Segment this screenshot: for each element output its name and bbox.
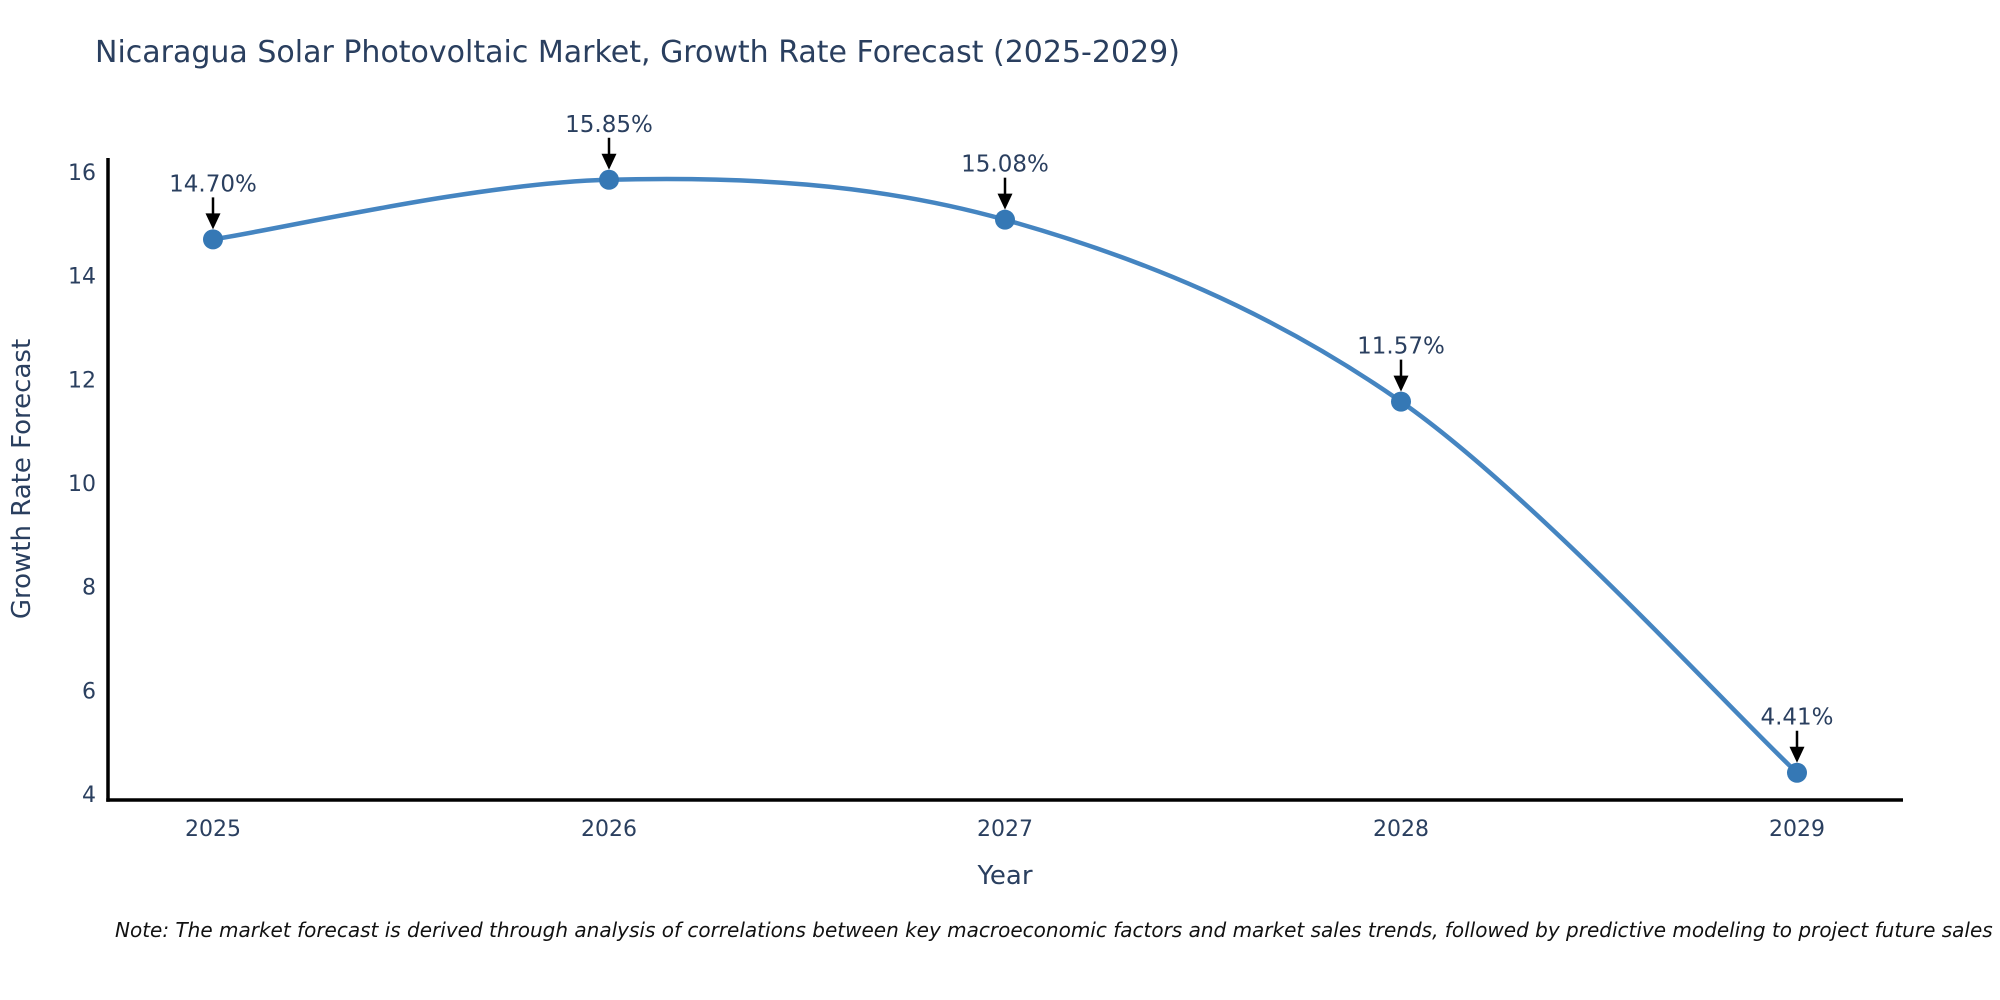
annotation-arrowhead xyxy=(601,153,617,170)
chart-title: Nicaragua Solar Photovoltaic Market, Gro… xyxy=(95,35,1180,70)
x-tick-label: 2028 xyxy=(1373,817,1429,842)
y-tick-label: 14 xyxy=(68,265,96,290)
annotation-arrowhead xyxy=(1393,375,1409,392)
y-tick-label: 4 xyxy=(82,783,96,808)
data-point-label: 14.70% xyxy=(169,171,257,197)
data-point[interactable] xyxy=(995,209,1015,230)
chart-footnote: Note: The market forecast is derived thr… xyxy=(115,918,1993,942)
x-axis-title: Year xyxy=(976,861,1032,891)
y-tick-label: 12 xyxy=(68,368,96,393)
x-tick-label: 2029 xyxy=(1769,817,1825,842)
annotation-arrowhead xyxy=(997,193,1013,210)
y-tick-label: 10 xyxy=(68,472,96,497)
data-point[interactable] xyxy=(1391,391,1411,412)
series-line xyxy=(212,176,1799,775)
data-point[interactable] xyxy=(1787,762,1807,783)
data-point[interactable] xyxy=(203,229,223,250)
annotation-arrowhead xyxy=(1789,746,1805,763)
data-point-label: 15.85% xyxy=(565,112,653,138)
data-point-label: 15.08% xyxy=(961,152,1049,178)
x-tick-label: 2026 xyxy=(581,817,637,842)
y-tick-label: 16 xyxy=(68,161,96,186)
x-tick-label: 2025 xyxy=(185,817,241,842)
x-tick-label: 2027 xyxy=(977,817,1033,842)
annotation-arrowhead xyxy=(205,213,221,230)
y-axis-title: Growth Rate Forecast xyxy=(7,339,37,619)
data-point-label: 4.41% xyxy=(1760,705,1833,731)
y-tick-label: 6 xyxy=(82,679,96,704)
data-point[interactable] xyxy=(599,169,619,190)
y-tick-label: 8 xyxy=(82,576,96,601)
data-point-label: 11.57% xyxy=(1357,334,1445,360)
